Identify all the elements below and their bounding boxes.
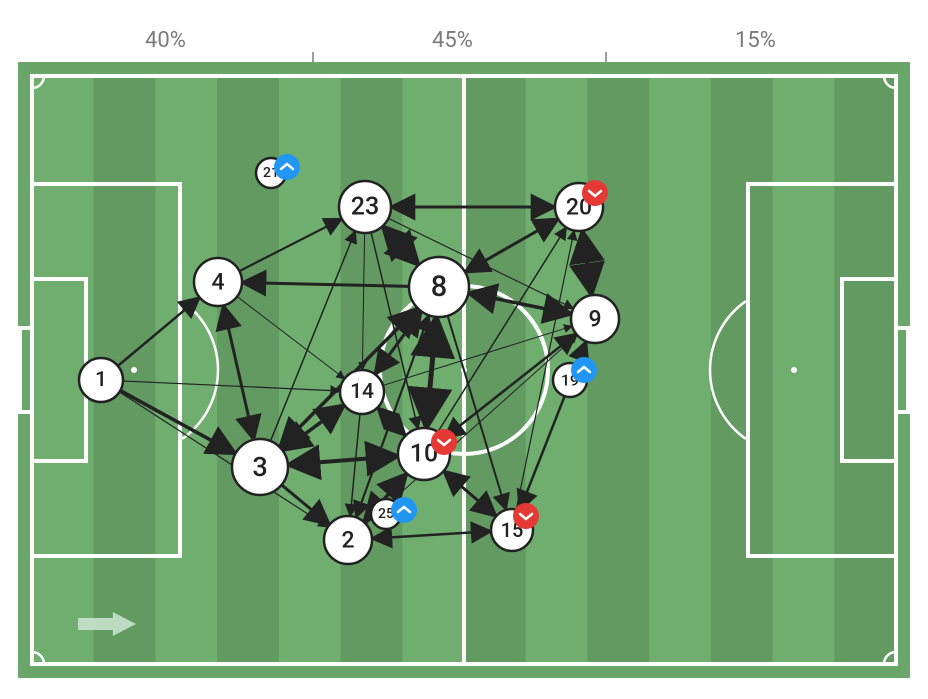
player-number: 23 [351,193,379,222]
player-number: 1 [95,368,107,392]
zone-label: 40% [145,28,186,53]
player-node: 23 [339,181,391,233]
player-number: 9 [588,306,601,333]
zone-tick [312,52,314,62]
sub-off-badge [431,429,457,455]
zone-tick [605,52,607,62]
sub-on-badge [391,497,417,523]
zone-label: 15% [735,28,776,53]
player-node: 2 [324,516,372,564]
player-node: 3 [232,439,288,495]
player-node: 14 [340,370,384,414]
pass-map: 1432123142258101520919 [18,62,910,678]
player-node: 8 [409,257,469,317]
player-number: 4 [211,269,224,296]
player-node: 1 [79,358,123,402]
sub-on-badge [274,154,300,180]
player-node: 4 [194,258,242,306]
player-node: 9 [571,295,619,343]
player-number: 3 [252,451,267,483]
player-number: 8 [431,270,447,304]
sub-on-badge [571,357,597,383]
player-number: 14 [350,380,374,404]
sub-off-badge [513,503,539,529]
sub-off-badge [582,180,608,206]
pitch-area: 1432123142258101520919 [18,62,910,678]
zone-header: 40% 45% 15% [0,0,928,58]
zone-label: 45% [432,28,473,53]
player-number: 2 [341,527,354,554]
